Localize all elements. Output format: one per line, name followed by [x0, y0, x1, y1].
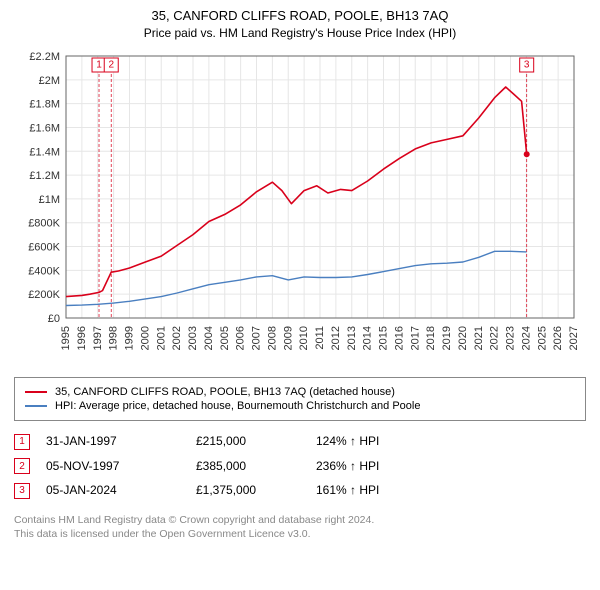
- svg-text:2012: 2012: [330, 326, 342, 350]
- line-chart-svg: £0 £200K £400K £600K £800K £1M £1.2M £1.4M £1.6M…: [14, 48, 586, 373]
- footer-line: Contains HM Land Registry data © Crown c…: [14, 513, 586, 527]
- svg-text:2014: 2014: [362, 326, 374, 350]
- svg-text:3: 3: [524, 60, 530, 71]
- event-pct: 124% ↑ HPI: [316, 434, 586, 448]
- svg-text:2023: 2023: [505, 326, 517, 350]
- svg-text:2022: 2022: [489, 326, 501, 350]
- event-price: £1,375,000: [196, 483, 316, 497]
- svg-text:£1.4M: £1.4M: [29, 146, 60, 158]
- svg-text:2002: 2002: [171, 326, 183, 350]
- svg-text:£1.8M: £1.8M: [29, 99, 60, 111]
- legend-swatch: [25, 405, 47, 407]
- title-block: 35, CANFORD CLIFFS ROAD, POOLE, BH13 7AQ…: [14, 8, 586, 40]
- svg-text:2005: 2005: [219, 326, 231, 350]
- event-date: 05-JAN-2024: [46, 483, 196, 497]
- svg-text:£1.6M: £1.6M: [29, 122, 60, 134]
- svg-text:£600K: £600K: [28, 242, 60, 254]
- event-date: 05-NOV-1997: [46, 459, 196, 473]
- legend-item: 35, CANFORD CLIFFS ROAD, POOLE, BH13 7AQ…: [25, 386, 575, 398]
- svg-text:2024: 2024: [520, 326, 532, 350]
- svg-text:2015: 2015: [378, 326, 390, 350]
- svg-text:2011: 2011: [314, 326, 326, 350]
- svg-text:2: 2: [108, 60, 114, 71]
- chart-container: 35, CANFORD CLIFFS ROAD, POOLE, BH13 7AQ…: [0, 0, 600, 551]
- event-date: 31-JAN-1997: [46, 434, 196, 448]
- svg-text:2003: 2003: [187, 326, 199, 350]
- chart-area: £0 £200K £400K £600K £800K £1M £1.2M £1.4M £1.6M…: [14, 48, 586, 373]
- svg-text:2018: 2018: [425, 326, 437, 350]
- svg-text:£2.2M: £2.2M: [29, 51, 60, 63]
- event-marker-icon: 2: [14, 458, 30, 474]
- svg-text:2026: 2026: [552, 326, 564, 350]
- svg-text:2025: 2025: [536, 326, 548, 350]
- svg-text:£800K: £800K: [28, 218, 60, 230]
- svg-text:1995: 1995: [60, 326, 72, 350]
- event-pct: 161% ↑ HPI: [316, 483, 586, 497]
- svg-text:2009: 2009: [282, 326, 294, 350]
- legend-item: HPI: Average price, detached house, Bour…: [25, 400, 575, 412]
- svg-text:2013: 2013: [346, 326, 358, 350]
- event-row: 1 31-JAN-1997 £215,000 124% ↑ HPI: [14, 429, 586, 454]
- svg-text:2016: 2016: [393, 326, 405, 350]
- legend-swatch: [25, 391, 47, 393]
- svg-text:£1.2M: £1.2M: [29, 170, 60, 182]
- svg-text:1999: 1999: [124, 326, 136, 350]
- svg-text:2017: 2017: [409, 326, 421, 350]
- svg-text:2006: 2006: [235, 326, 247, 350]
- svg-text:1997: 1997: [92, 326, 104, 350]
- svg-text:2007: 2007: [251, 326, 263, 350]
- svg-text:2019: 2019: [441, 326, 453, 350]
- svg-text:2001: 2001: [155, 326, 167, 350]
- event-price: £385,000: [196, 459, 316, 473]
- svg-text:2000: 2000: [139, 326, 151, 350]
- footer: Contains HM Land Registry data © Crown c…: [14, 513, 586, 541]
- event-price: £215,000: [196, 434, 316, 448]
- event-marker-icon: 1: [14, 434, 30, 450]
- event-marker-icon: 3: [14, 483, 30, 499]
- svg-text:1: 1: [96, 60, 102, 71]
- svg-text:£200K: £200K: [28, 289, 60, 301]
- legend-label: HPI: Average price, detached house, Bour…: [55, 400, 420, 412]
- svg-text:1996: 1996: [76, 326, 88, 350]
- footer-line: This data is licensed under the Open Gov…: [14, 527, 586, 541]
- svg-text:2008: 2008: [266, 326, 278, 350]
- event-pct: 236% ↑ HPI: [316, 459, 586, 473]
- legend: 35, CANFORD CLIFFS ROAD, POOLE, BH13 7AQ…: [14, 377, 586, 421]
- svg-text:£400K: £400K: [28, 265, 60, 277]
- svg-text:£1M: £1M: [39, 194, 60, 206]
- svg-text:2027: 2027: [568, 326, 580, 350]
- events-table: 1 31-JAN-1997 £215,000 124% ↑ HPI 2 05-N…: [14, 429, 586, 503]
- title-subtitle: Price paid vs. HM Land Registry's House …: [14, 26, 586, 40]
- svg-text:£0: £0: [48, 313, 60, 325]
- svg-text:2020: 2020: [457, 326, 469, 350]
- svg-text:2021: 2021: [473, 326, 485, 350]
- event-row: 3 05-JAN-2024 £1,375,000 161% ↑ HPI: [14, 478, 586, 503]
- event-row: 2 05-NOV-1997 £385,000 236% ↑ HPI: [14, 454, 586, 479]
- svg-text:2010: 2010: [298, 326, 310, 350]
- title-address: 35, CANFORD CLIFFS ROAD, POOLE, BH13 7AQ: [14, 8, 586, 23]
- legend-label: 35, CANFORD CLIFFS ROAD, POOLE, BH13 7AQ…: [55, 386, 395, 398]
- svg-text:£2M: £2M: [39, 75, 60, 87]
- svg-text:2004: 2004: [203, 326, 215, 350]
- svg-text:1998: 1998: [108, 326, 120, 350]
